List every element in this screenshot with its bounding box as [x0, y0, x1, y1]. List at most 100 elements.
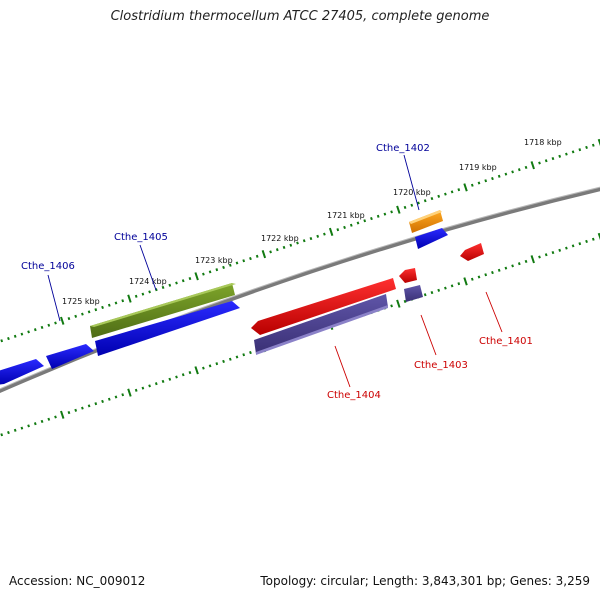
tick-mark [134, 388, 138, 392]
feature-cthe-1405-cds[interactable] [95, 301, 240, 356]
tick-mark [74, 408, 78, 412]
feature-cthe-1403-cds[interactable] [399, 268, 417, 283]
feature-cthe-1401-cds[interactable] [460, 243, 484, 261]
tick-mark [524, 259, 528, 264]
tick-mark [20, 332, 24, 336]
tick-mark [309, 236, 313, 241]
tick-mark [390, 210, 393, 214]
tick-mark [328, 227, 334, 237]
tick-mark [423, 199, 427, 203]
gene-label-cthe-1406[interactable]: Cthe_1406 [21, 261, 75, 272]
genome-summary-text: Topology: circular; Length: 3,843,301 bp… [260, 574, 590, 588]
tick-mark [363, 219, 367, 223]
tick-mark [94, 308, 98, 312]
leader-line [139, 244, 157, 291]
feature-cthe-1404-cds[interactable] [251, 278, 396, 335]
tick-mark [578, 148, 582, 152]
tick-mark [591, 143, 595, 147]
tick-mark [558, 154, 562, 158]
tick-mark [87, 310, 91, 314]
tick-mark [54, 415, 57, 419]
tick-mark [242, 259, 246, 263]
tick-mark [235, 261, 239, 265]
tick-mark [148, 384, 151, 388]
kbp-label: 1719 kbp [459, 163, 497, 172]
kbp-label: 1721 kbp [327, 211, 365, 220]
tick-mark [269, 250, 272, 254]
tick-mark [127, 388, 132, 397]
gene-label-cthe-1404[interactable]: Cthe_1404 [327, 390, 381, 401]
tick-mark [457, 188, 461, 192]
tick-mark [551, 250, 555, 255]
tick-mark [437, 194, 441, 198]
leader-line [485, 291, 503, 333]
feature-cthe-1405-gene[interactable] [90, 283, 236, 338]
feature-cthe-1403-gene[interactable] [404, 285, 423, 302]
tick-mark [168, 377, 172, 381]
tick-mark [188, 370, 192, 375]
tick-mark [356, 221, 360, 225]
tick-mark [202, 366, 205, 370]
tick-mark [444, 286, 447, 290]
leader-line [420, 314, 437, 356]
tick-mark [511, 264, 514, 268]
tick-mark [316, 234, 320, 238]
feature-cthe-1404-gene[interactable] [254, 294, 388, 355]
tick-mark [60, 316, 65, 325]
tick-mark [517, 168, 521, 172]
tick-mark [249, 350, 252, 355]
tick-mark [181, 279, 185, 283]
tick-mark [530, 161, 535, 170]
kbp-label: 1720 kbp [393, 188, 431, 197]
feature-cthe-1406-cds[interactable] [0, 344, 94, 385]
tick-mark [538, 161, 541, 165]
kbp-label: 1725 kbp [62, 297, 100, 306]
tick-mark [457, 282, 461, 286]
tick-mark [27, 330, 30, 334]
feature-cthe-1402-rna[interactable] [409, 210, 443, 233]
tick-mark [222, 359, 225, 364]
tick-mark [302, 239, 306, 243]
tick-mark [202, 272, 205, 276]
tick-mark [261, 249, 267, 259]
tick-mark [168, 283, 172, 287]
tick-mark [491, 270, 494, 275]
tick-mark [463, 277, 468, 286]
tick-mark [60, 410, 65, 419]
kbp-label: 1723 kbp [195, 256, 233, 265]
tick-mark [13, 428, 17, 432]
tick-mark [396, 205, 401, 214]
tick-mark [597, 138, 600, 147]
tick-mark [101, 305, 104, 310]
gene-label-cthe-1401[interactable]: Cthe_1401 [479, 336, 533, 347]
genome-backbone [0, 187, 600, 394]
tick-mark [47, 417, 51, 421]
tick-mark [497, 268, 501, 272]
tick-mark [504, 266, 508, 270]
tick-mark [27, 424, 30, 428]
tick-mark [33, 328, 37, 332]
tick-mark [94, 402, 98, 406]
tick-mark [40, 325, 44, 330]
gene-label-cthe-1402[interactable]: Cthe_1402 [376, 143, 430, 154]
tick-mark [33, 422, 37, 426]
gene-label-cthe-1405[interactable]: Cthe_1405 [114, 232, 168, 243]
tick-mark [148, 290, 151, 294]
tick-mark [517, 262, 521, 266]
tick-mark [208, 364, 212, 368]
tick-mark [87, 404, 91, 408]
tick-mark [289, 243, 293, 247]
tick-mark [222, 265, 225, 270]
tick-mark [470, 277, 474, 281]
tick-mark [504, 172, 508, 176]
tick-mark [121, 299, 125, 303]
gene-label-cthe-1403[interactable]: Cthe_1403 [414, 360, 468, 371]
feature-cthe-1402-cds[interactable] [415, 228, 448, 249]
tick-mark [67, 316, 71, 321]
tick-mark [175, 281, 178, 285]
tick-mark [228, 263, 232, 267]
tick-mark [551, 156, 555, 161]
tick-mark [215, 268, 219, 272]
kbp-label: 1722 kbp [261, 234, 299, 243]
